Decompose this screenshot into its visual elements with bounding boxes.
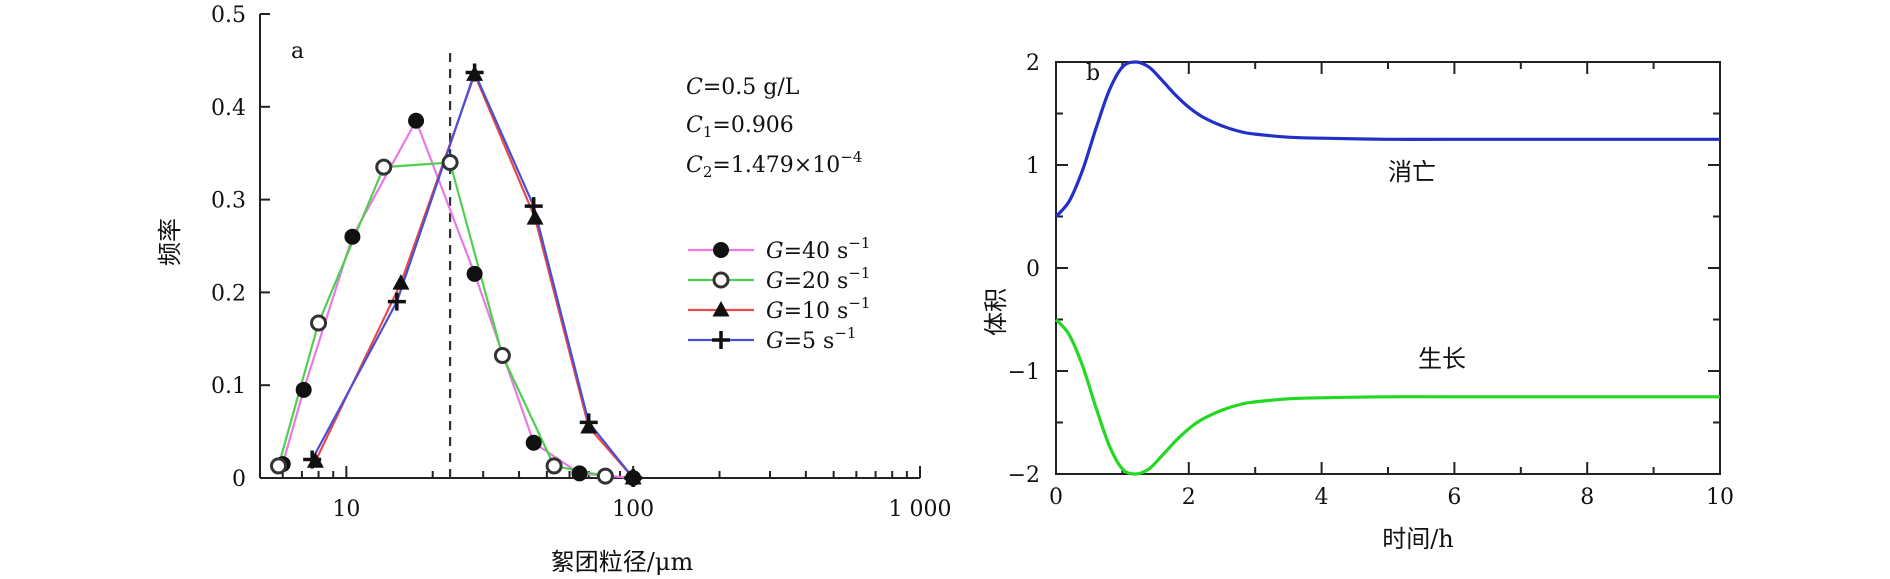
panel-a-x-tick-label: 10 xyxy=(332,497,360,522)
data-point-marker xyxy=(295,381,312,398)
panel-a-y-tick-label: 0.2 xyxy=(211,281,246,306)
data-point-marker xyxy=(465,63,484,82)
data-point-marker xyxy=(579,413,598,432)
series-line-xiaowang xyxy=(1054,60,1720,218)
data-point-marker xyxy=(624,469,643,487)
series-label-xiaowang: 消亡 xyxy=(1388,158,1436,186)
annotation-c1: C1=0.906 xyxy=(686,113,794,141)
panel-b-x-tick-label: 6 xyxy=(1447,485,1461,510)
panel-a-y-tick-label: 0.4 xyxy=(211,96,246,121)
panel-a-label: a xyxy=(291,39,304,64)
panel-b-x-tick-label: 2 xyxy=(1182,485,1196,510)
panel-b-y-tick-label: 2 xyxy=(1026,51,1040,76)
annotation-c-symbol: C xyxy=(686,75,703,100)
panel-b-x-tick-label: 8 xyxy=(1580,485,1594,510)
annotation-c2-value: =1.479×10 xyxy=(712,153,840,178)
annotation-c1-subscript: 1 xyxy=(703,123,713,141)
panel-b-ylabel: 体积 xyxy=(982,288,1010,336)
data-point-marker xyxy=(712,271,730,289)
panel-a-y-tick-label: 0.3 xyxy=(211,189,246,214)
panel-b-y-tick-label: 1 xyxy=(1026,154,1040,179)
legend-entry-label: G=5 s−1 xyxy=(766,324,856,354)
legend-entry-label: G=20 s−1 xyxy=(766,264,870,294)
data-point-marker xyxy=(713,242,729,258)
panel-a-annotations: C=0.5 g/L C1=0.906 C2=1.479×10−4 xyxy=(686,75,862,181)
data-point-marker xyxy=(493,347,511,365)
data-point-marker xyxy=(712,301,730,317)
panel-b-label: b xyxy=(1086,61,1100,86)
annotation-c: C=0.5 g/L xyxy=(686,75,800,100)
data-point-marker xyxy=(524,197,543,216)
panel-b-x-tick-label: 10 xyxy=(1706,485,1734,510)
panel-a-xlabel: 絮团粒径/μm xyxy=(551,548,694,576)
panel-a-y-tick-label: 0.1 xyxy=(211,374,246,399)
annotation-c-value: =0.5 g/L xyxy=(703,75,800,100)
data-point-marker xyxy=(344,228,361,245)
series-line-shengzhang xyxy=(1054,318,1720,476)
data-point-marker xyxy=(375,158,393,176)
annotation-c2-symbol: C xyxy=(686,153,703,178)
data-point-marker xyxy=(545,457,563,475)
panel-b-y-tick-label: −1 xyxy=(1008,360,1040,385)
annotation-c2: C2=1.479×10−4 xyxy=(686,148,862,181)
data-point-marker xyxy=(525,434,542,451)
legend-entry-label: G=10 s−1 xyxy=(766,294,870,324)
series-line-3 xyxy=(314,71,635,479)
panel-a-x-tick-label: 1 000 xyxy=(889,497,952,522)
panel-b-chart: b 时间/h 体积 消亡 生长 −2 −1 0 1 2 0 2 4 6 8 10 xyxy=(982,51,1734,553)
legend-entry-label: G=40 s−1 xyxy=(766,234,870,264)
data-point-marker xyxy=(596,467,614,485)
data-point-marker xyxy=(526,209,544,225)
panel-b-x-tick-label: 0 xyxy=(1049,485,1063,510)
data-point-marker xyxy=(269,457,287,475)
annotation-c1-value: =0.906 xyxy=(712,113,793,138)
panel-b-xlabel: 时间/h xyxy=(1382,525,1454,553)
data-point-marker xyxy=(466,265,483,282)
annotation-c2-superscript: −4 xyxy=(840,148,862,166)
data-point-marker xyxy=(408,112,425,129)
data-point-marker xyxy=(571,465,588,482)
annotation-c2-subscript: 2 xyxy=(703,163,713,181)
panel-a-y-tick-label: 0 xyxy=(232,467,246,492)
series-label-shengzhang: 生长 xyxy=(1418,345,1466,373)
series-line-1 xyxy=(281,118,634,480)
annotation-c1-symbol: C xyxy=(686,113,703,138)
data-point-marker xyxy=(387,292,406,311)
panel-a-x-tick-label: 100 xyxy=(612,497,654,522)
panel-a-ylabel: 频率 xyxy=(156,218,184,266)
panel-a-legend: G=40 s−1G=20 s−1G=10 s−1G=5 s−1 xyxy=(688,234,870,354)
panel-a-y-tick-label: 0.5 xyxy=(211,3,246,28)
panel-b-y-tick-label: 0 xyxy=(1026,257,1040,282)
data-point-marker xyxy=(441,153,459,171)
data-point-marker xyxy=(310,314,328,332)
panel-b-x-tick-label: 4 xyxy=(1315,485,1329,510)
panel-b-y-tick-label: −2 xyxy=(1008,463,1040,488)
panel-b-plot-frame xyxy=(1055,61,1721,475)
data-point-marker xyxy=(303,450,322,469)
data-point-marker xyxy=(392,274,410,290)
data-point-marker xyxy=(712,331,730,349)
panel-a-chart: a 絮团粒径/μm 频率 C=0.5 g/L C1=0.906 C2=1.479… xyxy=(156,3,951,576)
